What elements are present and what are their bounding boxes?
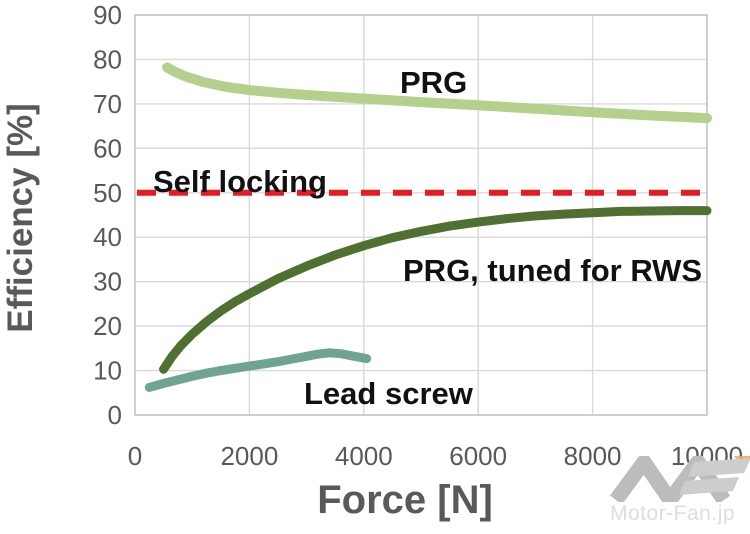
annotation-prg: PRG bbox=[400, 65, 467, 100]
x-tick-label: 10000 bbox=[671, 441, 743, 471]
y-tick-label: 80 bbox=[93, 44, 122, 74]
y-tick-label: 30 bbox=[93, 267, 122, 297]
y-tick-label: 0 bbox=[108, 400, 122, 430]
y-tick-label: 70 bbox=[93, 89, 122, 119]
y-tick-label: 20 bbox=[93, 311, 122, 341]
annotation-self-locking: Self locking bbox=[153, 164, 327, 199]
annotation-prg-rws: PRG, tuned for RWS bbox=[403, 253, 702, 288]
x-tick-label: 2000 bbox=[220, 441, 278, 471]
y-tick-label: 50 bbox=[93, 178, 122, 208]
series-line-prg-tuned-for-rws bbox=[159, 206, 712, 374]
annotation-lead-screw: Lead screw bbox=[304, 376, 474, 411]
y-tick-label: 90 bbox=[93, 0, 122, 30]
x-axis-title: Force [N] bbox=[317, 478, 493, 522]
x-tick-label: 8000 bbox=[564, 441, 622, 471]
x-tick-label: 4000 bbox=[335, 441, 393, 471]
y-tick-label: 60 bbox=[93, 133, 122, 163]
x-tick-label: 6000 bbox=[449, 441, 507, 471]
series-line-prg bbox=[162, 62, 712, 124]
series-line-lead-screw bbox=[144, 348, 372, 392]
y-axis-title: Efficiency [%] bbox=[1, 103, 40, 333]
x-tick-label: 0 bbox=[128, 441, 142, 471]
y-tick-label: 10 bbox=[93, 356, 122, 386]
y-tick-label: 40 bbox=[93, 222, 122, 252]
